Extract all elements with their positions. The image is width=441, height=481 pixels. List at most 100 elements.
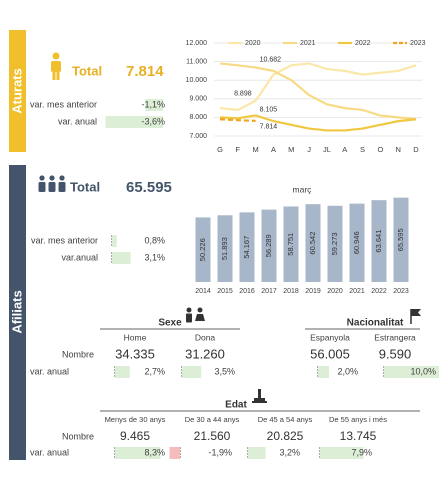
- bar: [261, 209, 277, 282]
- x-tick-label: M: [288, 145, 294, 154]
- item-label: De 30 a 44 anys: [185, 415, 240, 424]
- y-tick-label: 10.000: [186, 77, 208, 84]
- legend-label: 2021: [300, 40, 316, 47]
- aturats-total-label: Total: [72, 63, 102, 78]
- data-bar: [112, 235, 117, 247]
- value-label: 65.595: [396, 228, 405, 251]
- y-tick-label: 12.000: [186, 40, 208, 47]
- row-label: var.anual: [61, 252, 98, 262]
- item-label: De 45 a 54 anys: [258, 415, 313, 424]
- edat-icon: [252, 389, 267, 403]
- x-tick-label: O: [377, 145, 383, 154]
- group-title: Edat: [225, 400, 247, 411]
- data-bar: [248, 447, 266, 459]
- value-label: 58.751: [286, 233, 295, 256]
- aturats-band: [9, 30, 26, 152]
- item-count: 21.560: [194, 429, 231, 443]
- x-tick-label: M: [253, 145, 259, 154]
- row-label: var. mes anterior: [31, 235, 98, 245]
- value-label: 7.814: [260, 124, 278, 131]
- change-value: 8,3%: [144, 447, 165, 457]
- x-tick-label: 2014: [195, 288, 211, 295]
- chart-title: març: [293, 184, 313, 194]
- value-label: 10.682: [260, 56, 282, 63]
- aturats-total: 7.814: [126, 63, 164, 80]
- change-value: 3,1%: [144, 252, 165, 262]
- x-tick-label: J: [307, 145, 311, 154]
- x-tick-label: 2015: [217, 288, 233, 295]
- item-label: Estrangera: [374, 332, 416, 342]
- change-value: -3,6%: [141, 116, 165, 126]
- value-label: 60.542: [308, 232, 317, 255]
- data-bar: [115, 447, 161, 459]
- afiliats-total: 65.595: [126, 179, 172, 196]
- data-bar: [320, 447, 364, 459]
- x-tick-label: 2017: [261, 288, 277, 295]
- item-count: 34.335: [115, 346, 155, 361]
- bar: [239, 212, 255, 282]
- row-label: var. mes anterior: [30, 99, 97, 109]
- change-value: 2,0%: [337, 366, 358, 376]
- row-label: var. anual: [58, 116, 97, 126]
- value-label: 56.289: [264, 234, 273, 257]
- x-tick-label: 2021: [349, 288, 365, 295]
- x-tick-label: JL: [323, 145, 331, 154]
- afiliats-band: [9, 165, 26, 460]
- y-tick-label: 11.000: [186, 58, 207, 65]
- change-value: 10,0%: [410, 366, 436, 376]
- value-label: 8.898: [234, 91, 252, 98]
- x-tick-label: G: [217, 145, 223, 154]
- afiliats-total-label: Total: [70, 179, 100, 194]
- legend-label: 2020: [245, 40, 261, 47]
- y-tick-label: 9.000: [189, 96, 207, 103]
- value-label: 60.946: [352, 231, 361, 254]
- item-count: 13.745: [340, 429, 377, 443]
- sexe-icon: [186, 307, 205, 323]
- value-label: 54.167: [242, 236, 251, 259]
- person-icon: [51, 52, 61, 80]
- x-tick-label: N: [395, 145, 400, 154]
- value-label: 51.893: [220, 237, 229, 260]
- aturats-title: Aturats: [9, 68, 24, 114]
- x-tick-label: 2023: [393, 288, 409, 295]
- item-count: 56.005: [310, 346, 350, 361]
- afiliats-title: Afiliats: [9, 290, 24, 333]
- item-label: Menys de 30 anys: [105, 415, 166, 424]
- change-value: 7,9%: [351, 447, 372, 457]
- change-value: 0,8%: [144, 235, 165, 245]
- x-tick-label: A: [271, 145, 276, 154]
- data-bar: [115, 366, 130, 378]
- item-count: 31.260: [185, 346, 225, 361]
- change-value: 3,2%: [279, 447, 300, 457]
- value-label: 59.273: [330, 232, 339, 255]
- bar: [305, 204, 321, 282]
- series-line: [219, 62, 417, 112]
- bar: [217, 215, 233, 282]
- item-count: 9.465: [120, 429, 150, 443]
- item-label: De 55 anys i més: [329, 415, 387, 424]
- x-tick-label: F: [236, 145, 241, 154]
- series-line: [219, 118, 256, 122]
- data-bar: [145, 99, 163, 111]
- data-bar: [182, 366, 202, 378]
- x-tick-label: S: [360, 145, 365, 154]
- bar: [283, 206, 299, 282]
- legend-label: 2022: [355, 40, 371, 47]
- data-bar: [112, 252, 131, 264]
- x-tick-label: A: [342, 145, 347, 154]
- change-value: -1,9%: [208, 447, 232, 457]
- bar: [327, 205, 343, 282]
- x-tick-label: 2018: [283, 288, 299, 295]
- value-label: 8.105: [260, 106, 278, 113]
- group-title: Nacionalitat: [347, 318, 404, 329]
- x-tick-label: 2016: [239, 288, 255, 295]
- group-title: Sexe: [158, 318, 182, 329]
- change-value: -1,1%: [141, 99, 165, 109]
- data-bar: [384, 366, 439, 378]
- row-label: var. anual: [30, 447, 69, 457]
- bar: [393, 197, 409, 282]
- item-count: 20.825: [267, 429, 304, 443]
- row-label: Nombre: [62, 349, 94, 359]
- row-label: var. anual: [30, 366, 69, 376]
